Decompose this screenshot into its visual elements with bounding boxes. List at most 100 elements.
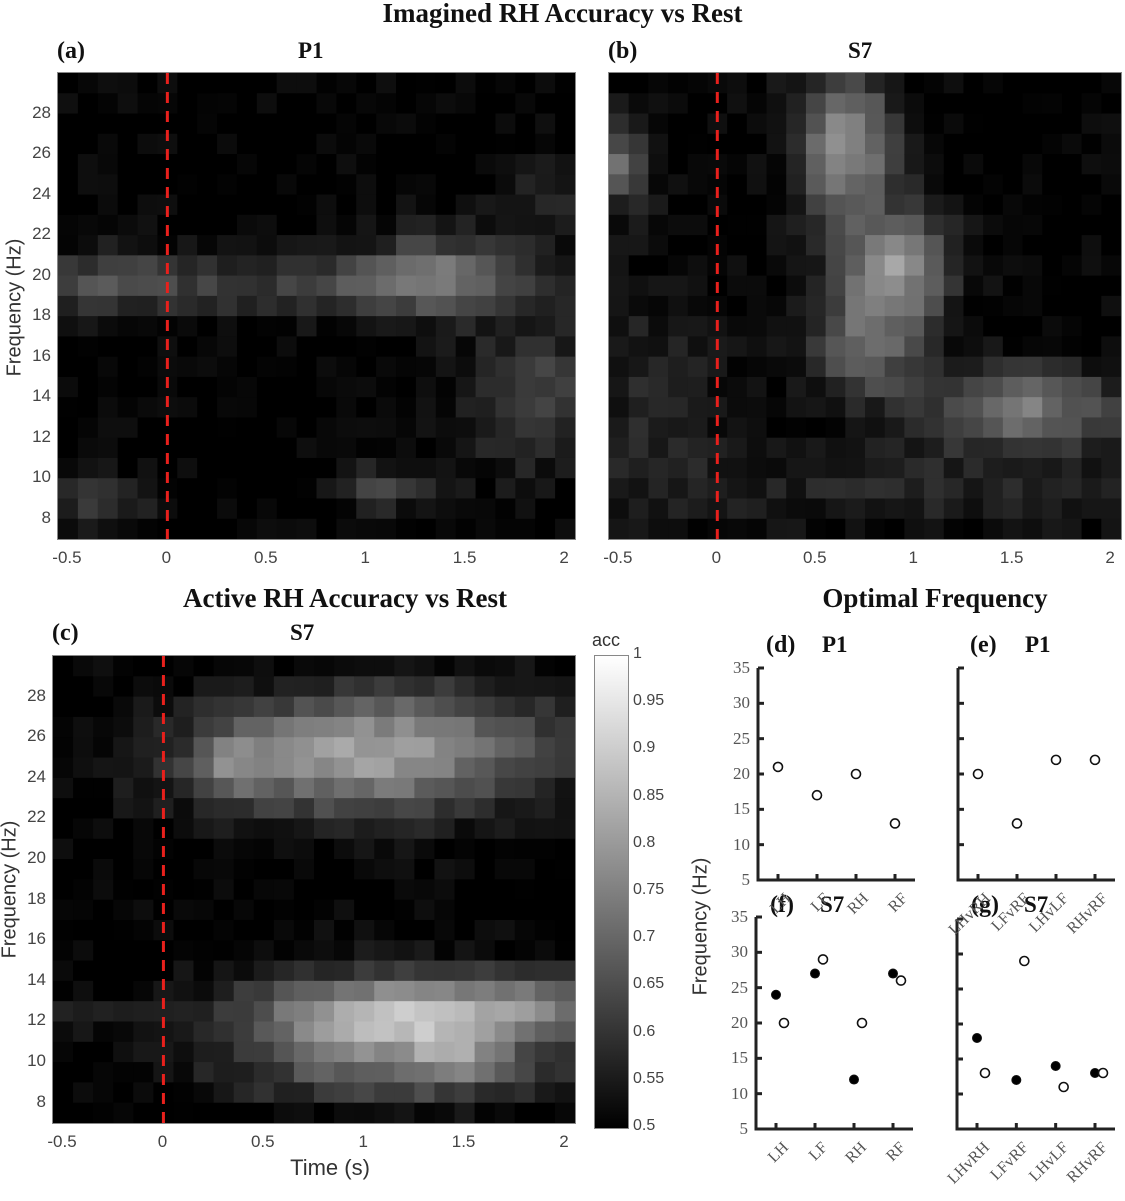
scatter-y-tick-label: 20	[733, 764, 750, 783]
x-tick-label: 2	[559, 1132, 569, 1151]
open-marker	[1050, 754, 1062, 766]
y-tick-label: 20	[32, 264, 51, 284]
open-marker	[772, 761, 784, 773]
x-tick-label: 0	[161, 548, 172, 567]
y-tick-label: 20	[27, 848, 46, 868]
panel-f-letter: (f)	[770, 892, 794, 918]
filled-marker	[810, 968, 820, 979]
x-tick-label: 0.5	[250, 1132, 275, 1151]
heatmap-b	[608, 72, 1122, 540]
colorbar-tick-label: 0.65	[633, 975, 665, 993]
open-marker	[1058, 1081, 1069, 1093]
x-tick-label: -0.5	[47, 1132, 77, 1151]
y-tick-label: 14	[27, 969, 46, 989]
panel-g-subject: S7	[1024, 892, 1049, 917]
open-marker	[889, 818, 901, 829]
panel-a-subject: P1	[298, 38, 324, 63]
x-tick-label: 2	[559, 548, 569, 567]
y-tick-label: 22	[32, 224, 51, 244]
figure-title-optimal: Optimal Frequency	[822, 583, 1048, 613]
scatter-panel-d	[756, 666, 915, 882]
filled-marker	[1011, 1075, 1022, 1085]
open-marker	[1011, 818, 1023, 829]
scatter-y-tick-label: 5	[739, 1119, 749, 1138]
colorbar-label: acc	[592, 630, 621, 650]
panel-c-letter: (c)	[52, 620, 79, 646]
x-tick-label: 1	[358, 1132, 368, 1151]
panel-d-subject: P1	[822, 632, 848, 657]
y-tick-label: 18	[32, 305, 51, 325]
filled-marker	[972, 1033, 982, 1043]
scatter-y-tick-label: 25	[733, 728, 750, 748]
x-tick-label: 1	[360, 548, 370, 567]
panel-b-subject: S7	[848, 38, 873, 63]
panel-f-subject: S7	[820, 892, 845, 917]
figure-title-active: Active RH Accuracy vs Rest	[183, 583, 507, 613]
y-tick-label: 22	[27, 807, 46, 827]
x-tick-label: 0.5	[253, 548, 278, 567]
colorbar-tick-label: 1	[633, 645, 642, 662]
y-tick-label: 16	[27, 929, 46, 949]
open-marker	[817, 954, 829, 965]
y-tick-label: 12	[27, 1010, 46, 1030]
scatter-y-tick-label: 10	[733, 834, 750, 854]
panel-g-letter: (g)	[971, 892, 999, 918]
y-tick-label: 8	[36, 1091, 46, 1111]
x-tick-label: -0.5	[52, 548, 82, 567]
x-tick-label: 0	[711, 548, 722, 567]
y-tick-label: 28	[27, 685, 46, 705]
scatter-y-tick-label: 10	[731, 1083, 748, 1103]
x-tick-label: -0.5	[603, 548, 633, 567]
y-tick-label: 28	[32, 102, 51, 122]
x-tick-label: 1.5	[452, 548, 477, 567]
open-marker	[856, 1017, 868, 1029]
y-tick-label: 10	[27, 1051, 46, 1071]
scatter-y-tick-label: 15	[733, 799, 750, 819]
open-marker	[1097, 1067, 1109, 1079]
x-tick-label: 2	[1105, 548, 1115, 567]
scatter-panel-f	[754, 915, 913, 1131]
scatter-panel-e	[956, 666, 1115, 882]
y-tick-label: 10	[32, 467, 51, 487]
scatter-y-tick-label: 20	[731, 1013, 748, 1032]
colorbar-tick-label: 0.9	[633, 739, 656, 757]
open-marker	[972, 768, 984, 780]
colorbar-tick-label: 0.7	[633, 928, 656, 946]
scatter-y-tick-label: 5	[741, 870, 751, 889]
scatter-y-tick-label: 30	[731, 942, 748, 962]
y-tick-label: 12	[32, 426, 51, 446]
heatmap-a	[57, 72, 576, 540]
y-tick-label: 16	[32, 345, 51, 365]
colorbar-tick-label: 0.8	[633, 833, 656, 851]
scatter-y-tick-label: 25	[731, 977, 748, 997]
open-marker	[979, 1067, 991, 1079]
scatter-y-tick-label: 30	[733, 693, 750, 713]
scatter-y-tick-label: 15	[731, 1048, 748, 1068]
scatter-panel-g	[955, 917, 1115, 1131]
y-tick-label: 26	[32, 143, 51, 163]
y-tick-label: 24	[32, 183, 51, 203]
y-tick-label: 8	[41, 507, 51, 527]
open-marker	[811, 789, 823, 801]
colorbar-tick-label: 0.6	[633, 1022, 656, 1040]
filled-marker	[849, 1074, 859, 1085]
filled-marker	[1050, 1061, 1061, 1071]
colorbar-tick-label: 0.75	[633, 881, 665, 898]
y-tick-label: 18	[27, 888, 46, 908]
open-marker	[895, 975, 907, 986]
scatter-y-tick-label: 35	[731, 907, 748, 926]
colorbar-tick-label: 0.55	[633, 1069, 665, 1087]
colorbar	[594, 655, 629, 1129]
y-tick-label: 26	[27, 726, 46, 746]
panel-b-letter: (b)	[608, 38, 638, 64]
x-tick-label: 1.5	[999, 548, 1024, 567]
figure-title-top: Imagined RH Accuracy vs Rest	[382, 0, 743, 28]
colorbar-tick-label: 0.5	[633, 1117, 656, 1134]
heatmap-c	[52, 655, 576, 1124]
colorbar-tick-label: 0.85	[633, 786, 665, 804]
x-tick-label: 1.5	[451, 1132, 476, 1151]
open-marker	[850, 768, 862, 780]
heatmap-c-xlabel: Time (s)	[290, 1155, 370, 1180]
open-marker	[1089, 754, 1101, 766]
